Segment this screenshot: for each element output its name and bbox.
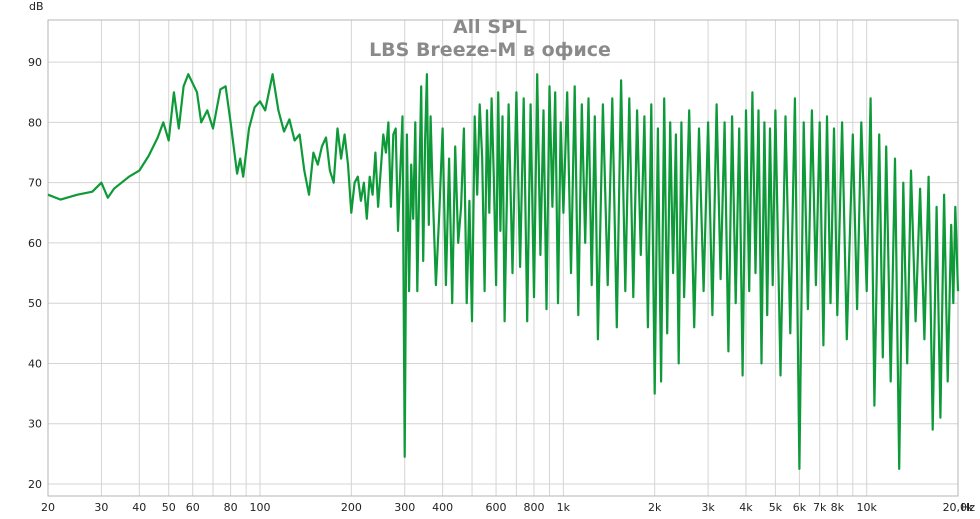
y-axis-ticks: 20 30 40 50 60 70 80 90 <box>28 56 42 491</box>
x-tick-label: 4k <box>739 501 753 514</box>
x-tick-label: 5k <box>769 501 783 514</box>
x-tick-label: 80 <box>224 501 238 514</box>
x-tick-label: 3k <box>701 501 715 514</box>
y-tick-label: 90 <box>28 56 42 69</box>
y-tick-label: 30 <box>28 418 42 431</box>
x-tick-label: 600 <box>486 501 507 514</box>
chart-subtitle: LBS Breeze-M в офисе <box>369 39 611 61</box>
x-tick-label: 8k <box>831 501 845 514</box>
x-tick-label: 2k <box>648 501 662 514</box>
x-tick-label: 100 <box>250 501 271 514</box>
x-tick-label: 800 <box>523 501 544 514</box>
x-tick-label: 6k <box>793 501 807 514</box>
x-axis-ticks: 20 30 40 50 60 80 100 200 300 400 600 800 1k 2k 3k 4k 5k… <box>41 501 974 514</box>
x-axis-unit-label: Hz <box>961 501 975 514</box>
x-tick-label: 60 <box>186 501 200 514</box>
y-axis-unit-label: dB <box>29 0 44 13</box>
y-tick-label: 60 <box>28 237 42 250</box>
x-tick-label: 20,0k <box>943 501 974 514</box>
x-tick-label: 400 <box>432 501 453 514</box>
spl-series-line <box>47 73 960 470</box>
y-tick-label: 20 <box>28 478 42 491</box>
y-tick-label: 50 <box>28 297 42 310</box>
x-tick-label: 7k <box>813 501 827 514</box>
series-layer <box>47 73 960 470</box>
x-tick-label: 200 <box>341 501 362 514</box>
y-tick-label: 40 <box>28 357 42 370</box>
y-tick-label: 80 <box>28 116 42 129</box>
x-tick-label: 40 <box>132 501 146 514</box>
x-tick-label: 300 <box>394 501 415 514</box>
x-tick-label: 1k <box>557 501 571 514</box>
x-tick-label: 50 <box>162 501 176 514</box>
chart-title: All SPL <box>453 16 527 38</box>
x-tick-label: 20 <box>41 501 55 514</box>
y-tick-label: 70 <box>28 177 42 190</box>
x-tick-label: 10k <box>857 501 878 514</box>
x-tick-label: 30 <box>94 501 108 514</box>
